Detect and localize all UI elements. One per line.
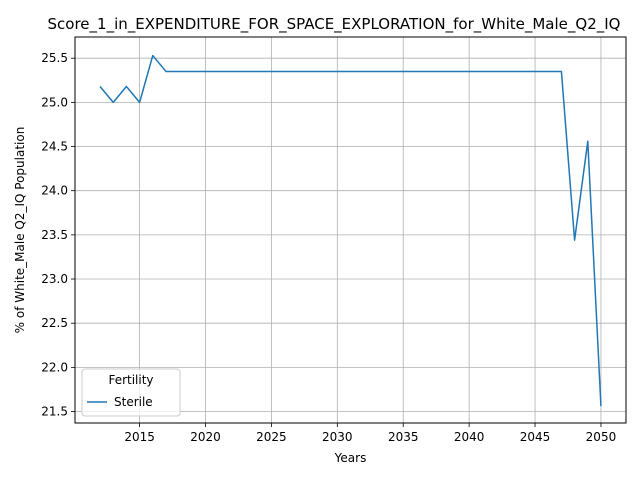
- plot-frame: [74, 36, 627, 424]
- y-tick-label: 24.0: [41, 184, 68, 198]
- y-axis-label: % of White_Male Q2_IQ Population: [13, 127, 27, 334]
- ticks: 2015 2020 2025 2030 2035 2040 2045 2050 21.5 22.0…: [41, 51, 616, 444]
- x-tick-label: 2015: [124, 430, 155, 444]
- y-tick-label: 24.5: [41, 140, 68, 154]
- x-tick-label: 2035: [388, 430, 419, 444]
- y-tick-label: 23.0: [41, 272, 68, 286]
- legend-label-sterile: Sterile: [114, 395, 153, 409]
- y-tick-label: 22.5: [41, 316, 68, 330]
- x-tick-label: 2025: [256, 430, 287, 444]
- x-tick-label: 2045: [520, 430, 551, 444]
- y-tick-label: 22.0: [41, 360, 68, 374]
- legend-box: [81, 368, 181, 417]
- x-axis-label: Years: [334, 451, 367, 465]
- x-tick-label: 2020: [190, 430, 221, 444]
- x-tick-label: 2040: [454, 430, 485, 444]
- y-tick-label: 23.5: [41, 228, 68, 242]
- series-line-sterile: [99, 54, 602, 407]
- series-layer: [99, 54, 602, 407]
- grid: [75, 37, 626, 423]
- legend: Fertility Sterile: [81, 368, 181, 417]
- y-tick-label: 25.0: [41, 95, 68, 109]
- y-tick-label: 21.5: [41, 405, 68, 419]
- x-tick-label: 2050: [586, 430, 617, 444]
- x-tick-label: 2030: [322, 430, 353, 444]
- legend-title: Fertility: [108, 373, 153, 387]
- chart-title: Score_1_in_EXPENDITURE_FOR_SPACE_EXPLORA…: [48, 15, 621, 34]
- y-tick-label: 25.5: [41, 51, 68, 65]
